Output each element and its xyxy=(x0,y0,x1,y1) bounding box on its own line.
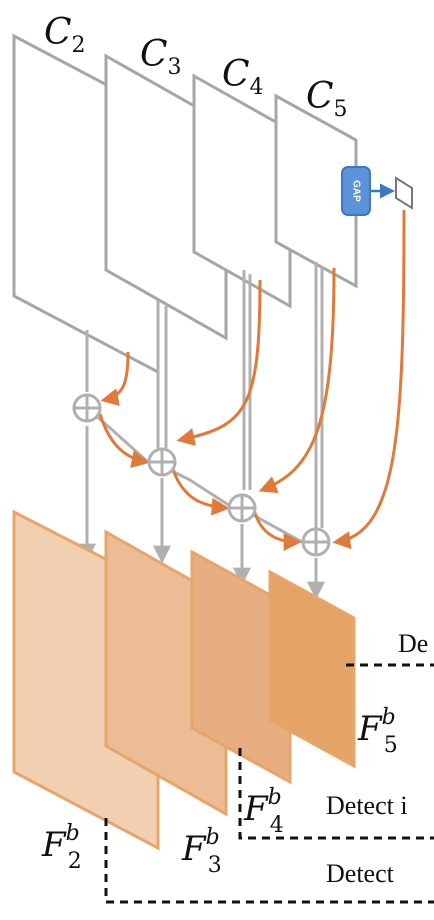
fusion-node-2 xyxy=(147,447,177,477)
f5b-feature-map xyxy=(268,569,356,769)
c5-label: C5 xyxy=(306,76,348,122)
f2b-label: Fb 2 xyxy=(41,821,82,874)
c4-feature-map xyxy=(192,73,292,309)
fusion-node-4 xyxy=(301,527,331,557)
detect-label-top: De xyxy=(398,629,428,658)
fusion-node-3 xyxy=(227,493,257,523)
f5b-label: Fb 5 xyxy=(357,705,398,758)
f4b-feature-map xyxy=(190,549,292,785)
gray-connectors xyxy=(78,262,325,600)
c4-label: C4 xyxy=(222,54,264,100)
f4b-label: Fb 4 xyxy=(243,785,284,838)
detect-label-middle: Detect i xyxy=(326,791,408,820)
detect-label-bottom: Detect xyxy=(326,859,395,888)
global-context-vector xyxy=(395,176,413,210)
svg-text:GAP: GAP xyxy=(350,180,361,202)
c2-label: C2 xyxy=(44,12,86,58)
c3-label: C3 xyxy=(140,34,182,80)
c5-feature-map xyxy=(274,93,358,289)
detect-paths xyxy=(104,663,434,904)
gap-block: GAP xyxy=(341,166,371,216)
f3b-label: Fb 3 xyxy=(181,825,222,878)
orange-connectors xyxy=(98,209,406,551)
fusion-node-1 xyxy=(72,393,102,423)
